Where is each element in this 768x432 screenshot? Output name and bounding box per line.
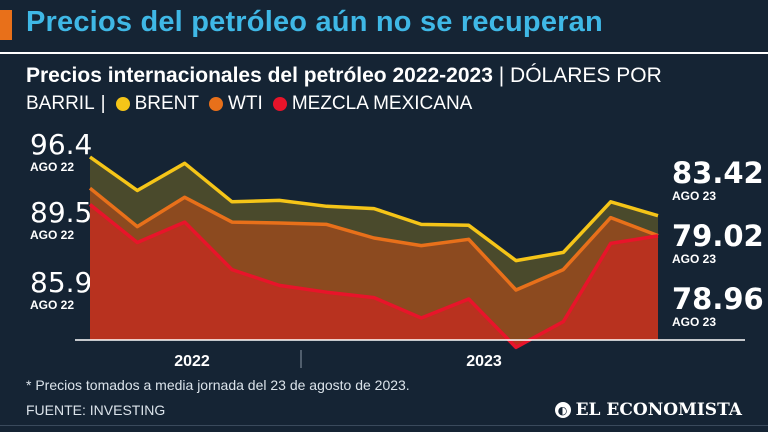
start-value-wti: 89.5 AGO 22 [30,196,93,243]
end-value-mezcla: 78.96 AGO 23 [672,283,764,329]
legend-label-brent: BRENT [134,93,199,114]
end-value-mezcla-number: 78.96 [672,282,764,316]
legend-label-mezcla: MEZCLA MEXICANA [291,93,473,114]
end-value-brent-date: AGO 23 [672,189,717,203]
top-divider [0,52,768,54]
start-value-mezcla: 85.9 AGO 22 [30,266,93,313]
legend-dot-brent [115,97,130,111]
x-tick-label-2022: 2022 [174,353,210,370]
legend-label-wti: WTI [227,93,263,114]
area-brent [90,157,658,340]
x-tick-label-2023: 2023 [466,353,502,370]
subtitle-separator: | [498,64,505,87]
end-value-wti-number: 79.02 [672,219,764,253]
start-value-wti-date: AGO 22 [30,228,75,242]
start-value-mezcla-date: AGO 22 [30,298,75,312]
unit-label-part1: DÓLARES POR [510,64,662,87]
source-label: FUENTE: INVESTING [26,402,166,418]
series-line-mezcla [88,203,659,350]
legend-dot-wti [208,97,223,111]
series-line-wti [88,186,659,292]
legend-separator: | [100,93,106,114]
brand-logo: ◐ EL ECONOMISTA [554,400,742,420]
legend-item-wti: WTI [208,93,263,115]
headline-accent-bar [0,10,12,40]
series-line-brent [88,155,659,263]
bottom-divider [0,425,768,426]
area-wti [90,188,658,340]
end-value-wti-date: AGO 23 [672,252,717,266]
end-value-wti: 79.02 AGO 23 [672,220,764,266]
end-value-brent: 83.42 AGO 23 [672,157,764,203]
start-value-brent-date: AGO 22 [30,160,75,174]
brand-mark-icon: ◐ [554,402,571,418]
headline: Precios del petróleo aún no se recuperan [26,6,603,38]
start-value-mezcla-number: 85.9 [30,266,93,299]
unit-label-part2: BARRIL [26,93,95,114]
footnote: * Precios tomados a media jornada del 23… [26,377,410,393]
chart-subtitle: Precios internacionales del petróleo 202… [26,64,662,88]
legend-row: BARRIL | BRENT WTI MEZCLA MEXICANA [26,93,472,115]
start-value-brent-number: 96.4 [30,128,93,161]
end-value-brent-number: 83.42 [672,156,764,190]
start-value-brent: 96.4 AGO 22 [30,128,93,175]
legend-item-mezcla: MEZCLA MEXICANA [272,93,473,115]
end-value-mezcla-date: AGO 23 [672,315,717,329]
start-value-wti-number: 89.5 [30,196,93,229]
brand-name: EL ECONOMISTA [575,400,742,420]
legend-item-brent: BRENT [115,93,199,115]
legend-dot-mezcla [272,97,287,111]
chart-title: Precios internacionales del petróleo 202… [26,64,493,87]
area-mezcla [90,204,658,348]
